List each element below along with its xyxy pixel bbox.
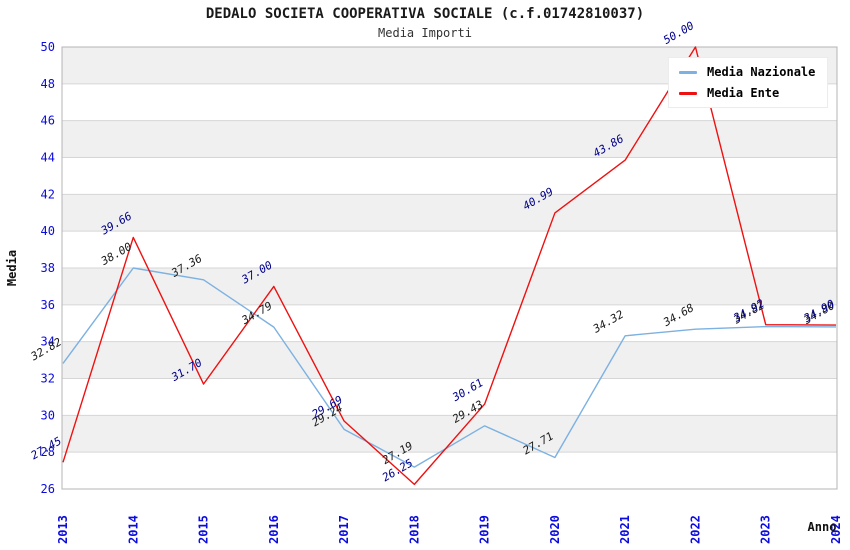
x-tick-label: 2013 — [56, 515, 70, 544]
chart-subtitle: Media Importi — [378, 26, 472, 40]
y-tick-label: 32 — [41, 372, 55, 386]
plot-band — [62, 120, 837, 158]
x-tick-label: 2020 — [548, 515, 562, 544]
data-label: 50.00 — [661, 19, 697, 47]
legend-swatch-media-ente — [679, 91, 697, 95]
y-tick-label: 40 — [41, 224, 55, 238]
x-tick-label: 2018 — [407, 515, 421, 544]
y-tick-label: 30 — [41, 408, 55, 422]
legend-swatch-media-nazionale — [679, 70, 697, 74]
x-tick-label: 2022 — [688, 515, 702, 544]
y-tick-label: 28 — [41, 445, 55, 459]
plot-band — [62, 194, 837, 232]
x-tick-label: 2024 — [829, 515, 843, 544]
x-tick-label: 2014 — [126, 515, 140, 544]
series-line-media-nazionale — [62, 267, 837, 468]
legend-label-media-nazionale: Media Nazionale — [707, 65, 816, 79]
y-tick-label: 50 — [41, 40, 55, 54]
y-tick-label: 48 — [41, 77, 55, 91]
x-tick-label: 2019 — [478, 515, 492, 544]
plot-band — [62, 268, 837, 305]
plot-band — [62, 341, 837, 379]
legend-item-media-ente: Media Ente — [679, 86, 815, 100]
y-tick-label: 38 — [41, 261, 55, 275]
chart-legend: Media Nazionale Media Ente — [668, 57, 829, 108]
data-label: 34.32 — [590, 308, 626, 337]
y-tick-label: 36 — [41, 298, 55, 312]
y-tick-label: 42 — [41, 187, 55, 201]
data-label: 38.00 — [98, 240, 134, 269]
x-tick-label: 2016 — [267, 515, 281, 544]
x-axis-title: Anno — [808, 520, 837, 534]
y-tick-label: 44 — [41, 151, 55, 165]
y-tick-label: 34 — [41, 335, 55, 349]
x-tick-label: 2017 — [337, 515, 351, 544]
y-tick-label: 26 — [41, 482, 55, 496]
chart-title: DEDALO SOCIETA COOPERATIVA SOCIALE (c.f.… — [205, 6, 645, 22]
legend-label-media-ente: Media Ente — [707, 86, 780, 100]
x-tick-label: 2015 — [197, 515, 211, 544]
plot-border — [61, 46, 838, 490]
y-axis-title: Media — [5, 250, 19, 286]
y-tick-label: 46 — [41, 114, 55, 128]
x-tick-label: 2021 — [618, 515, 632, 544]
legend-item-media-nazionale: Media Nazionale — [679, 65, 815, 79]
x-tick-label: 2023 — [759, 515, 773, 544]
